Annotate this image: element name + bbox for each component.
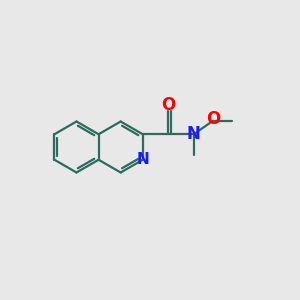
Text: N: N [187, 125, 201, 143]
Text: O: O [161, 96, 176, 114]
Text: N: N [136, 152, 149, 167]
Text: O: O [206, 110, 221, 128]
